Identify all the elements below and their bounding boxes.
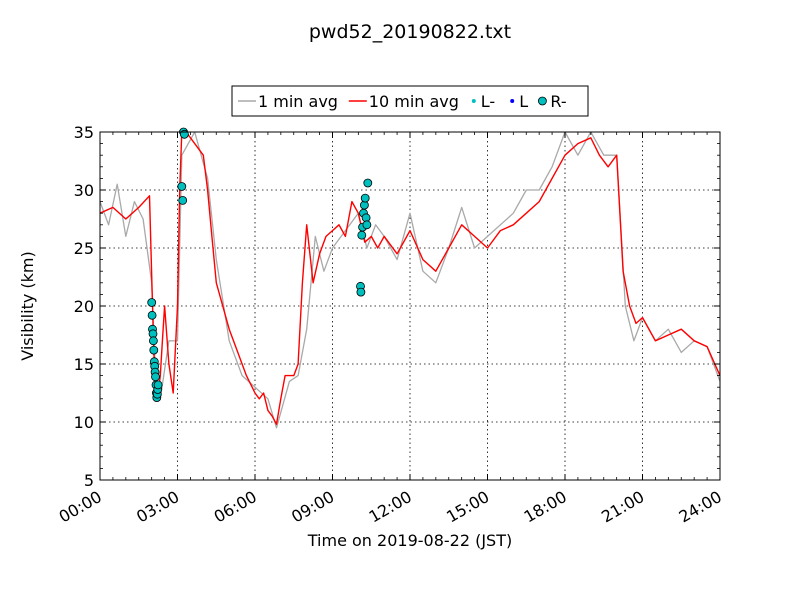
y-tick-label: 5	[84, 471, 94, 490]
y-tick-label: 30	[74, 181, 94, 200]
series-r-minus-point	[147, 298, 157, 307]
y-axis-tick-labels: 5 10 15 20 25 30 35	[74, 123, 94, 490]
series-r-minus-point	[357, 230, 367, 240]
marker-layer	[147, 127, 373, 403]
chart-title: pwd52_20190822.txt	[309, 21, 511, 43]
legend-swatch	[510, 99, 515, 103]
y-tick-label: 15	[74, 355, 94, 374]
series-layer	[100, 132, 720, 429]
series-r-minus-point	[178, 195, 188, 205]
y-tick-label: 35	[74, 123, 94, 142]
series-r-minus-point	[363, 178, 373, 188]
legend-item-r: R-	[538, 92, 567, 111]
series-r-minus-point	[177, 182, 187, 191]
x-axis-label: Time on 2019-08-22 (JST)	[307, 531, 512, 550]
series-r-minus-point	[147, 310, 157, 320]
series-r-minus-point	[151, 372, 160, 382]
legend-label: L	[519, 92, 528, 111]
y-tick-label: 25	[74, 239, 94, 258]
legend-label: 1 min avg	[258, 92, 338, 111]
legend-item-l: L	[510, 92, 528, 111]
legend: 1 min avg 10 min avg L- L R-	[231, 85, 589, 117]
series-r-minus-point	[362, 220, 372, 230]
series-10-min-avg-line	[100, 132, 720, 425]
axis-ticks	[99, 131, 721, 481]
legend-box	[231, 85, 589, 117]
legend-label: L-	[481, 92, 495, 111]
legend-swatch	[471, 99, 476, 103]
y-axis-label: Visibility (km)	[18, 251, 37, 360]
series-r-minus-point	[148, 336, 158, 346]
series-r-minus-point	[149, 345, 159, 355]
legend-item-l: L-	[471, 92, 495, 111]
legend-label: 10 min avg	[369, 92, 459, 111]
y-tick-label: 10	[74, 413, 94, 432]
legend-item-1-min-avg: 1 min avg	[238, 92, 338, 111]
series-r-minus-point	[153, 380, 163, 390]
legend-item-10-min-avg: 10 min avg	[348, 92, 459, 111]
plot-area	[99, 127, 721, 481]
y-tick-label: 20	[74, 297, 94, 316]
plot-background	[100, 132, 720, 480]
legend-swatch	[538, 96, 547, 106]
series-r-minus-point	[356, 287, 366, 297]
legend-label: R-	[550, 92, 566, 111]
series-r-minus-point	[360, 193, 370, 203]
